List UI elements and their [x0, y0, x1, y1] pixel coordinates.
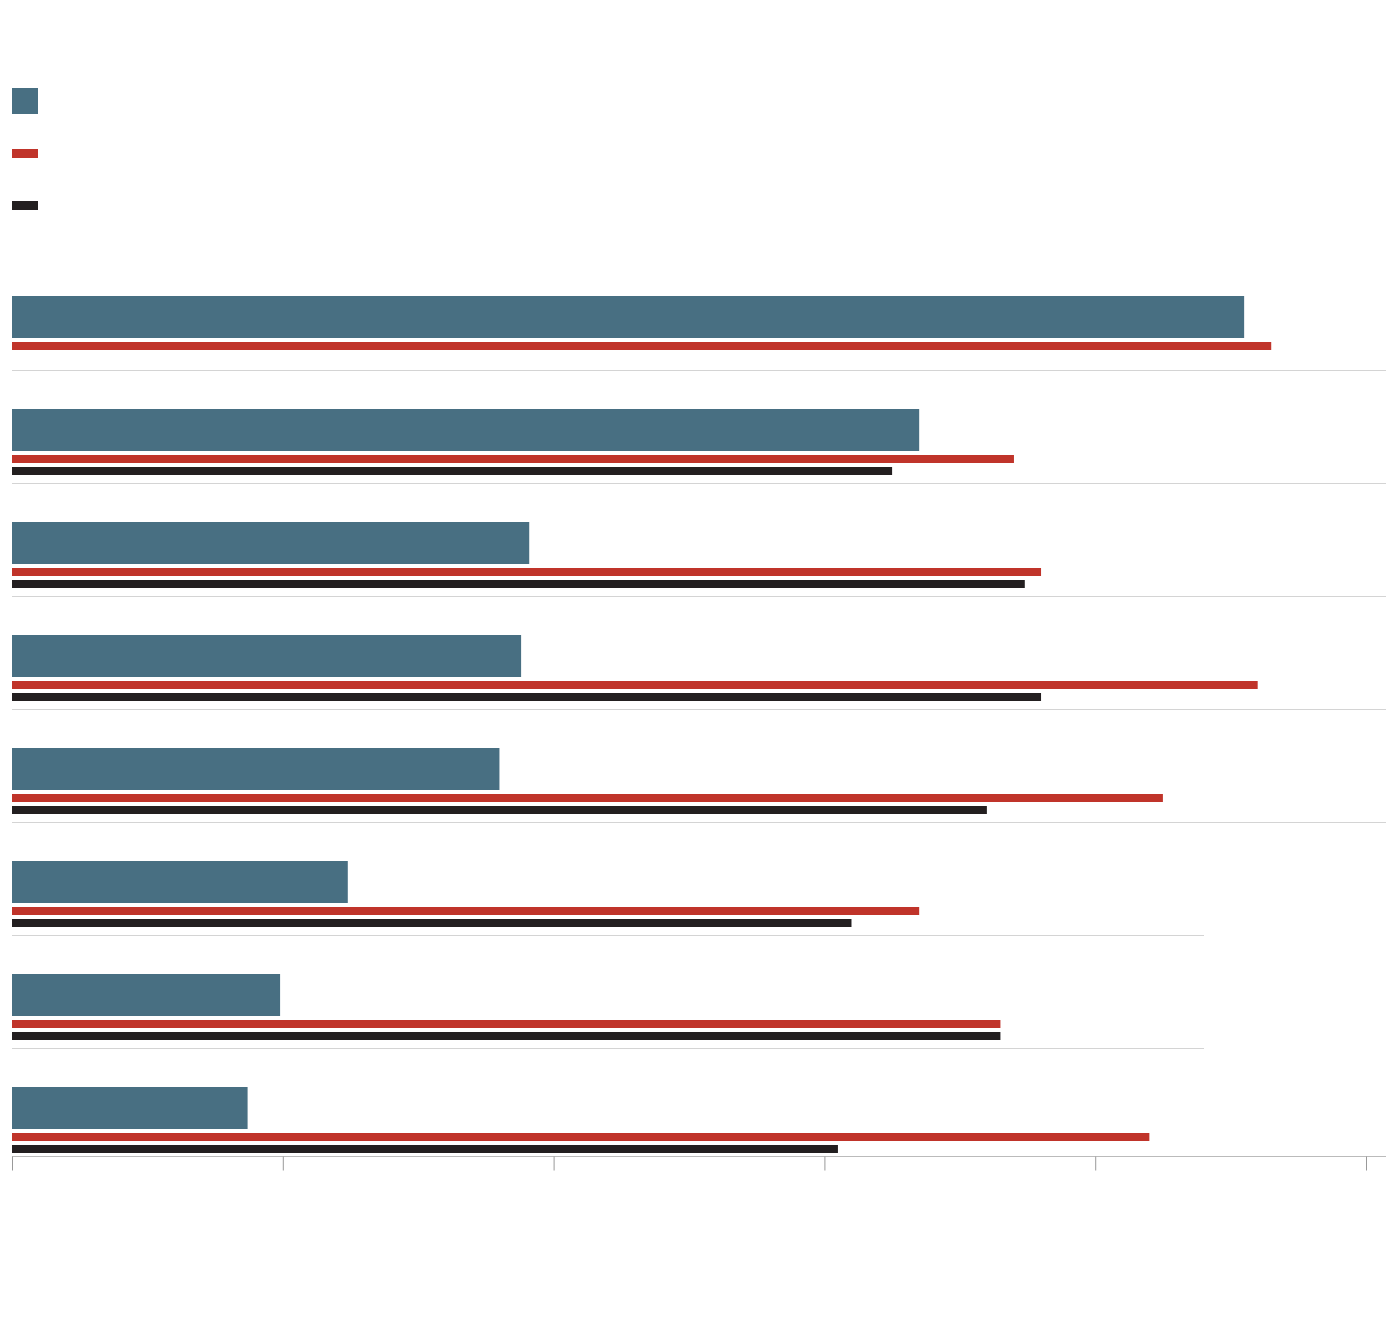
bar [12, 1133, 1150, 1141]
bar [12, 568, 1042, 576]
bar [12, 681, 1258, 689]
bar [12, 342, 1272, 350]
bar [12, 1032, 1001, 1040]
bar [12, 635, 522, 677]
bar [12, 467, 893, 475]
legend-swatch [12, 88, 38, 114]
bar [12, 455, 1014, 463]
bar [12, 1087, 248, 1129]
legend-swatch [12, 149, 38, 158]
bar [12, 580, 1025, 588]
bar [12, 919, 852, 927]
bar [12, 907, 920, 915]
bar [12, 693, 1042, 701]
bar [12, 806, 987, 814]
bar [12, 296, 1245, 338]
bar [12, 1145, 838, 1153]
bar [12, 1020, 1001, 1028]
bar [12, 522, 530, 564]
bar [12, 748, 500, 790]
bar [12, 974, 281, 1016]
legend-swatch [12, 201, 38, 210]
bar [12, 794, 1163, 802]
bar [12, 861, 348, 903]
bar [12, 409, 920, 451]
